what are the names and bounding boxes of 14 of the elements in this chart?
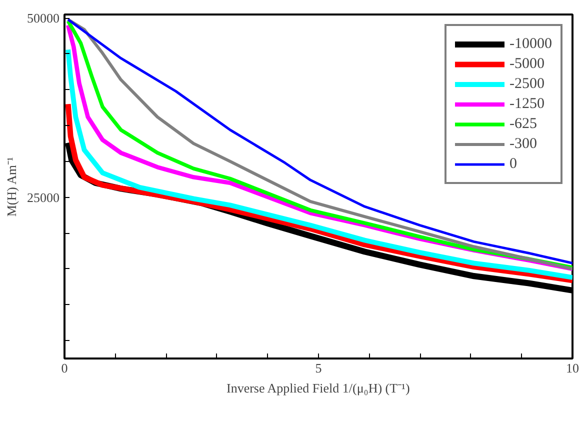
legend-label: -10000 [510, 36, 552, 52]
legend-label: 0 [510, 156, 518, 172]
x-tick-label: 0 [61, 360, 68, 376]
y-axis-title: M(H) Am⁻¹ [4, 156, 19, 217]
x-tick-label: 5 [315, 360, 322, 376]
y-tick-label: 50000 [27, 10, 60, 26]
legend-label: -5000 [510, 56, 544, 72]
y-tick-label: 25000 [27, 190, 60, 205]
x-axis-title: Inverse Applied Field 1/(μ₀H) (T⁻¹) [226, 380, 410, 396]
legend-label: -300 [510, 136, 537, 152]
legend-label: -625 [510, 116, 537, 132]
x-tick-label: 10 [566, 360, 579, 376]
legend-label: -2500 [510, 76, 544, 92]
legend-label: -1250 [510, 96, 544, 112]
